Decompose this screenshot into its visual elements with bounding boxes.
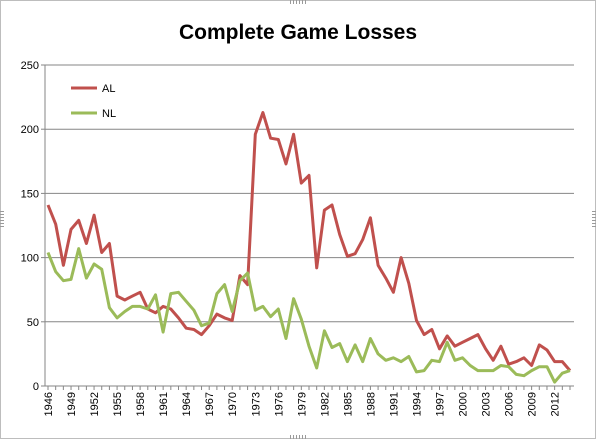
chart-title: Complete Game Losses xyxy=(178,21,418,44)
y-tick-label: 50 xyxy=(27,317,39,329)
x-tick-label: 2000 xyxy=(458,392,470,416)
x-tick-label: 2003 xyxy=(481,392,493,416)
x-tick-label: 1949 xyxy=(66,392,78,416)
series-lines xyxy=(46,111,572,384)
y-tick-label: 250 xyxy=(21,60,39,72)
x-tick-label: 1958 xyxy=(135,392,147,416)
x-tick-label: 1976 xyxy=(273,392,285,416)
x-tick-label: 2009 xyxy=(527,392,539,416)
resize-handle-bottom[interactable] xyxy=(290,435,306,439)
x-tick-label: 1970 xyxy=(227,392,239,416)
series-line-al xyxy=(46,111,572,372)
legend-label-al: AL xyxy=(102,83,115,95)
y-tick-label: 200 xyxy=(21,124,39,136)
y-axis: 0 50 100 150 200 250 xyxy=(21,60,46,393)
legend: AL NL xyxy=(71,83,116,120)
x-tick-label: 1967 xyxy=(204,392,216,416)
x-tick-label: 2012 xyxy=(550,392,562,416)
x-tick-label: 1979 xyxy=(296,392,308,416)
legend-label-nl: NL xyxy=(102,108,116,120)
resize-handle-top[interactable] xyxy=(290,0,306,4)
x-tick-label: 1994 xyxy=(411,392,423,416)
resize-handle-right[interactable] xyxy=(592,211,596,227)
x-axis: 1946 1949 1952 1955 1958 1961 1964 1967 1970 1973… xyxy=(43,385,574,416)
x-tick-label: 1997 xyxy=(435,392,447,416)
x-tick-label: 1946 xyxy=(43,392,55,416)
x-tick-label: 1988 xyxy=(365,392,377,416)
x-tick-label: 1985 xyxy=(342,392,354,416)
series-line-nl xyxy=(46,247,571,384)
x-tick-label: 1961 xyxy=(158,392,170,416)
x-tick-label: 2006 xyxy=(504,392,516,416)
y-tick-label: 0 xyxy=(33,381,39,393)
x-tick-label: 1964 xyxy=(181,392,193,416)
y-tick-label: 100 xyxy=(21,253,39,265)
y-tick-label: 150 xyxy=(21,188,39,200)
x-tick-label: 1982 xyxy=(319,392,331,416)
x-tick-label: 1952 xyxy=(89,392,101,416)
x-tick-label: 1973 xyxy=(250,392,262,416)
x-tick-label: 1991 xyxy=(388,392,400,416)
resize-handle-left[interactable] xyxy=(0,211,4,227)
x-tick-label: 1955 xyxy=(112,392,124,416)
